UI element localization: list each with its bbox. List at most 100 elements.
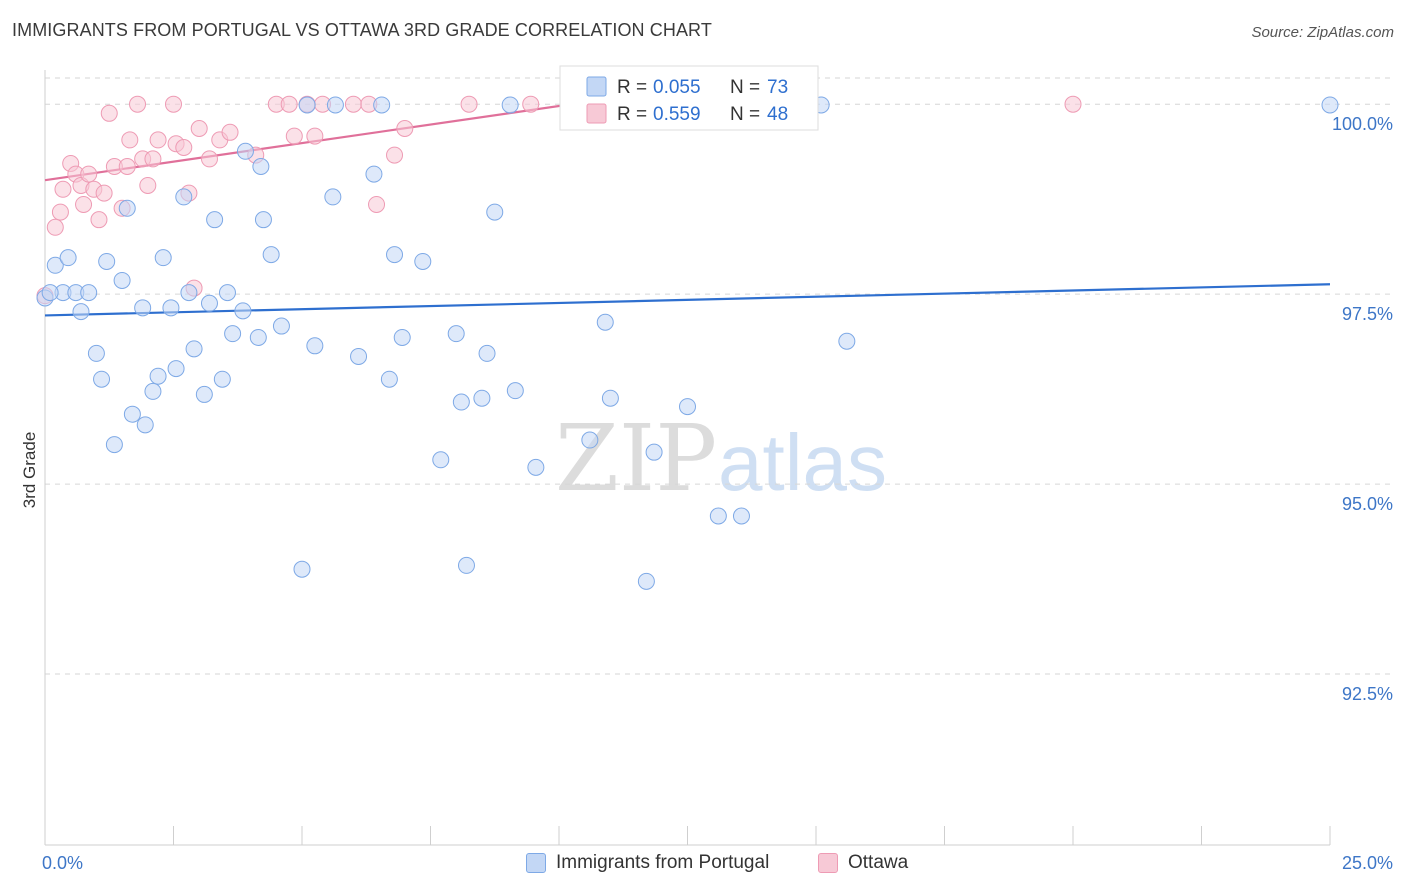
point-ottawa <box>54 180 72 198</box>
legend-item-portugal[interactable]: Immigrants from Portugal <box>526 852 769 874</box>
y-tick-label: 97.5% <box>1342 304 1393 324</box>
point-ottawa <box>139 176 157 194</box>
point-portugal <box>206 211 224 229</box>
point-ottawa <box>80 165 98 183</box>
point-portugal <box>506 382 524 400</box>
point-portugal <box>298 96 316 114</box>
watermark-zip: ZIP <box>555 405 717 512</box>
point-ottawa <box>149 131 167 149</box>
point-portugal <box>41 284 59 302</box>
point-portugal <box>80 284 98 302</box>
point-portugal <box>679 398 696 416</box>
point-portugal <box>249 328 267 346</box>
point-portugal <box>452 393 470 411</box>
point-portugal <box>293 560 311 578</box>
y-tick-label: 95.0% <box>1342 494 1393 514</box>
point-ottawa <box>306 127 324 145</box>
point-ottawa <box>1064 95 1082 113</box>
point-portugal <box>185 340 203 358</box>
stats-n-label: N = <box>730 77 760 98</box>
point-portugal <box>373 96 391 114</box>
point-ottawa <box>165 95 182 113</box>
chart-title: IMMIGRANTS FROM PORTUGAL VS OTTAWA 3RD G… <box>12 20 712 40</box>
legend-label-portugal: Immigrants from Portugal <box>556 852 770 873</box>
point-ottawa <box>129 95 147 113</box>
point-portugal <box>162 299 180 317</box>
point-ottawa <box>280 95 298 113</box>
point-portugal <box>478 344 496 362</box>
point-portugal <box>149 367 167 385</box>
tick-labels: 100.0% 97.5% 95.0% 92.5% 0.0% 25.0% <box>42 114 1393 873</box>
point-ottawa <box>100 104 118 122</box>
point-ottawa <box>221 123 239 141</box>
point-ottawa <box>118 157 136 175</box>
point-ottawa <box>175 139 193 156</box>
point-portugal <box>432 451 450 469</box>
point-portugal <box>167 360 185 378</box>
point-portugal <box>393 328 411 346</box>
point-ottawa <box>90 211 108 229</box>
point-portugal <box>175 188 193 206</box>
point-portugal <box>136 416 154 434</box>
legend-item-ottawa[interactable]: Ottawa <box>818 852 908 874</box>
point-ottawa <box>144 150 162 168</box>
point-ottawa <box>344 95 362 113</box>
point-ottawa <box>200 150 218 168</box>
point-portugal <box>234 302 252 320</box>
point-ottawa <box>190 120 208 138</box>
legend-swatch-portugal <box>526 853 546 873</box>
y-tick-label: 100.0% <box>1332 114 1393 134</box>
point-portugal <box>195 385 213 403</box>
point-portugal <box>262 246 280 264</box>
point-portugal <box>732 507 750 525</box>
point-portugal <box>527 458 545 476</box>
point-portugal <box>473 389 491 407</box>
stats-n-value: 73 <box>767 77 788 98</box>
point-portugal <box>144 382 162 400</box>
point-portugal <box>501 96 519 114</box>
series-legend: Immigrants from Portugal Ottawa <box>0 850 1406 880</box>
point-ottawa <box>522 95 540 113</box>
point-portugal <box>447 325 465 343</box>
point-portugal <box>386 246 404 264</box>
data-points <box>36 95 1339 590</box>
trend-line-portugal <box>44 283 1331 317</box>
point-portugal <box>118 199 136 217</box>
point-portugal <box>457 556 475 574</box>
point-portugal <box>218 284 236 302</box>
watermark: ZIP atlas <box>555 405 887 512</box>
point-portugal <box>180 284 198 302</box>
point-portugal <box>98 252 116 270</box>
point-portugal <box>637 572 655 590</box>
point-portugal <box>134 299 152 317</box>
source-credit: Source: ZipAtlas.com <box>1251 24 1394 41</box>
legend-label-ottawa: Ottawa <box>848 852 909 873</box>
point-portugal <box>105 436 123 454</box>
stats-swatch-ottawa <box>586 103 607 124</box>
point-ottawa <box>386 146 404 164</box>
point-portugal <box>414 252 432 270</box>
point-ottawa <box>121 131 139 149</box>
point-portugal <box>154 249 172 267</box>
stats-n-value: 48 <box>767 104 788 125</box>
point-portugal <box>486 203 504 221</box>
point-ottawa <box>285 127 303 145</box>
point-portugal <box>254 211 272 229</box>
point-portugal <box>645 443 663 461</box>
stats-r-label: R = <box>617 104 647 125</box>
point-ottawa <box>368 195 386 213</box>
stats-legend: R = 0.055 N = 73 R = 0.559 N = 48 <box>559 65 819 131</box>
stats-n-label: N = <box>730 104 760 125</box>
stats-r-value: 0.559 <box>653 104 701 125</box>
x-ticks <box>44 826 1331 845</box>
point-portugal <box>324 188 342 206</box>
point-ottawa <box>460 95 478 113</box>
x-tick-label: 25.0% <box>1342 853 1393 873</box>
point-portugal <box>236 142 254 160</box>
point-ottawa <box>46 218 64 236</box>
point-portugal <box>46 256 64 274</box>
point-portugal <box>87 344 105 362</box>
point-portugal <box>123 405 141 423</box>
point-portugal <box>113 271 131 289</box>
